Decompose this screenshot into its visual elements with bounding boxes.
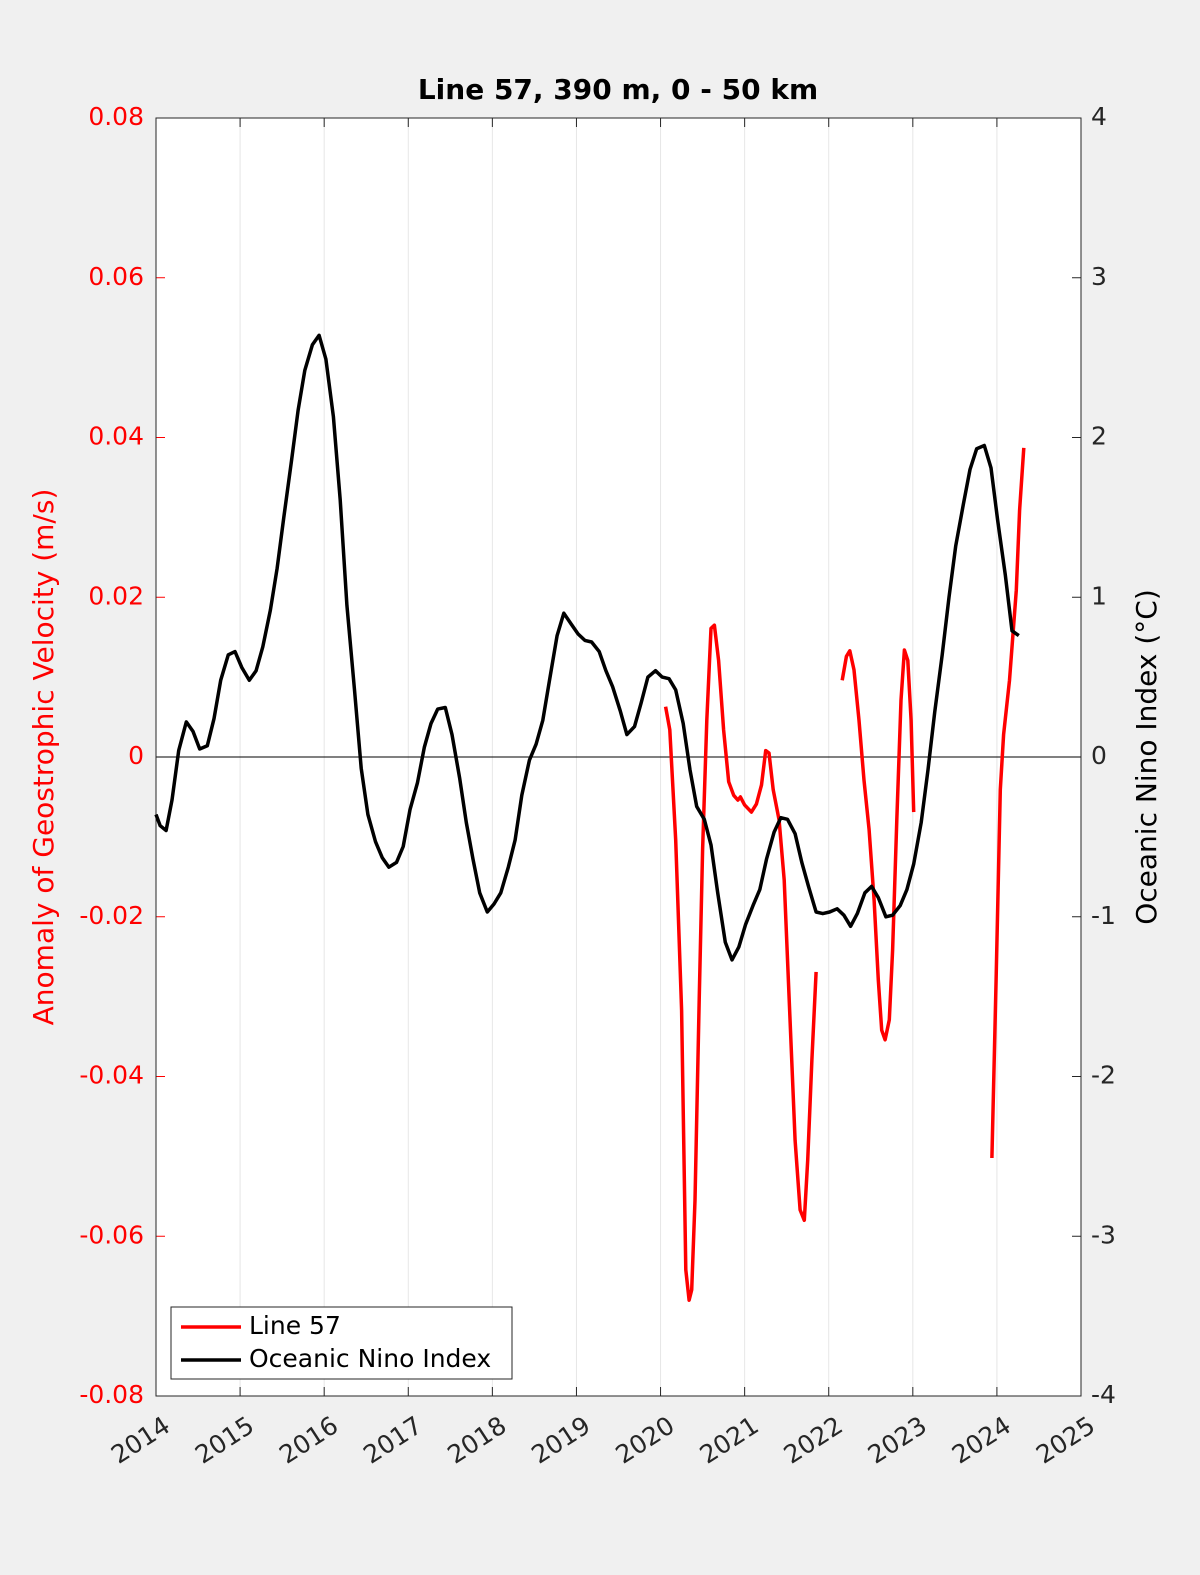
x-tick-label: 2023 (863, 1411, 932, 1470)
x-tick-label: 2024 (947, 1411, 1016, 1470)
y2-tick-label: -1 (1091, 901, 1116, 930)
y-tick-label: 0.06 (88, 262, 144, 291)
y2-tick-label: 1 (1091, 581, 1107, 610)
y-tick-label: -0.06 (79, 1220, 144, 1249)
legend-box (170, 1306, 513, 1380)
x-tick-label: 2016 (274, 1411, 343, 1470)
legend-label: Line 57 (249, 1311, 341, 1340)
y2-axis-label: Oceanic Nino Index (°C) (1130, 589, 1163, 925)
y2-tick-label: 0 (1091, 741, 1107, 770)
y2-tick-label: -3 (1091, 1220, 1116, 1249)
x-tick-label: 2018 (442, 1411, 511, 1470)
y-tick-label: -0.08 (79, 1380, 144, 1409)
y-tick-label: 0.04 (88, 422, 144, 451)
y2-tick-label: -2 (1091, 1061, 1116, 1090)
x-tick-label: 2014 (106, 1411, 175, 1470)
data-line (663, 447, 1026, 1302)
y2-tick-label: 2 (1091, 422, 1107, 451)
y-tick-label: 0 (128, 741, 144, 770)
y-tick-label: 0.02 (88, 581, 144, 610)
x-tick-label: 2017 (358, 1411, 427, 1470)
legend-label: Oceanic Nino Index (249, 1344, 491, 1373)
data-line (154, 333, 1020, 962)
y-tick-label: -0.04 (79, 1061, 144, 1090)
plot-frame (155, 117, 1082, 1397)
x-tick-label: 2022 (779, 1411, 848, 1470)
x-tick-label: 2020 (610, 1411, 679, 1470)
y-axis-label: Anomaly of Geostrophic Velocity (m/s) (27, 489, 60, 1026)
y-tick-label: 0.08 (88, 102, 144, 131)
x-tick-label: 2025 (1031, 1411, 1100, 1470)
x-tick-label: 2021 (695, 1411, 764, 1470)
y2-tick-label: 4 (1091, 102, 1107, 131)
chart-title: Line 57, 390 m, 0 - 50 km (418, 73, 818, 106)
y2-tick-label: -4 (1091, 1380, 1116, 1409)
x-tick-label: 2019 (526, 1411, 595, 1470)
y-tick-label: -0.02 (79, 901, 144, 930)
x-tick-label: 2015 (190, 1411, 259, 1470)
y2-tick-label: 3 (1091, 262, 1107, 291)
